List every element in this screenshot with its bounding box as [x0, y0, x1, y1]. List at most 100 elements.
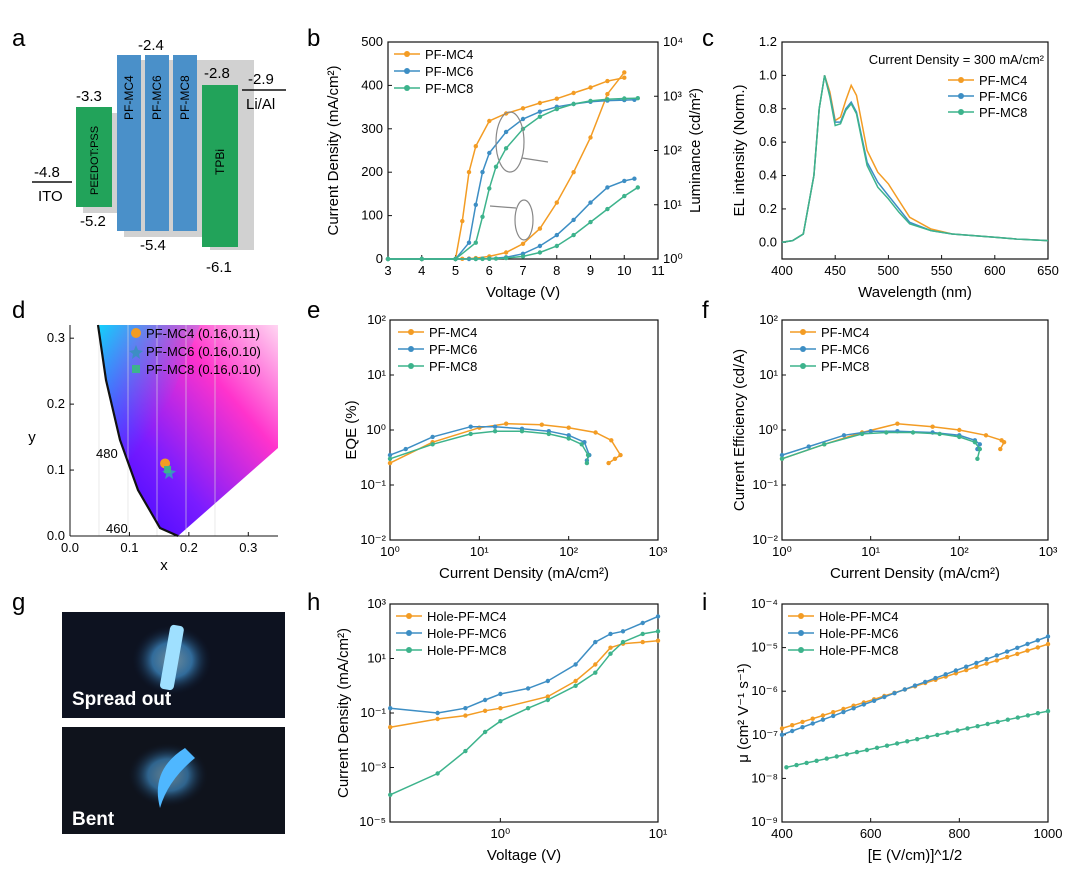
b-series-1-luminance-point-6: [487, 150, 492, 156]
b-ytick-label-5: 500: [361, 34, 383, 49]
lial-label: Li/Al: [246, 96, 275, 113]
d-xtick-label-2: 0.2: [180, 540, 198, 555]
b-series-2-current-point-6: [493, 256, 499, 261]
b-series-0-current-point-11: [571, 170, 576, 175]
h-series-2-point-7: [573, 683, 578, 688]
d-xtick-label-0: 0.0: [61, 540, 79, 555]
f-series-0-point-5: [957, 427, 962, 433]
e-ytick-label--2: 10⁻²: [360, 532, 386, 547]
b-series-1-current-point-14: [622, 178, 627, 184]
photo-spread-strip: [160, 624, 184, 691]
b-series-2-luminance-point-14: [622, 96, 627, 101]
e-series-0-point-5: [566, 425, 571, 430]
b-series-1-current-point-15: [632, 176, 637, 181]
b-series-1-current-point-11: [571, 217, 576, 223]
b-series-1-luminance-point-4: [473, 202, 478, 207]
h-series-1-point-10: [620, 629, 626, 634]
h-series-0: [390, 639, 659, 728]
panel-letter-e: e: [307, 297, 320, 324]
e-series-2-point-2: [468, 431, 473, 437]
b-series-2-current: [388, 186, 639, 260]
photo-spread-label: Spread out: [72, 689, 172, 710]
i-xlabel: [E (V/cm)]^1/2: [868, 847, 963, 864]
b-y2tick-label-4: 10⁴: [663, 34, 683, 49]
c-xlabel: Wavelength (nm): [858, 284, 972, 301]
tpbi-top-label: -2.8: [204, 65, 230, 82]
b-ytick-label-3: 300: [361, 121, 383, 136]
b-annotation-ellipse-cur: [514, 199, 534, 241]
b-series-0-luminance-point-6: [487, 118, 492, 124]
i-xtick-label-0: 400: [771, 826, 793, 841]
e-series-2-point-7: [579, 442, 584, 447]
e-series-2-point-9: [584, 460, 590, 466]
h-legend-label-2: Hole-PF-MC8: [427, 643, 506, 658]
i-xtick-label-2: 800: [948, 826, 970, 841]
i-series-2-point-19: [975, 724, 980, 729]
b-annotation-arrow-cur: [489, 205, 517, 209]
e-series-1-point-1: [403, 446, 408, 452]
f-series-0-point-4: [930, 424, 935, 429]
c-ytick-label-2: 0.4: [759, 168, 777, 183]
b-series-0-current-point-9: [537, 226, 543, 231]
b-y2tick-label-3: 10³: [663, 88, 682, 103]
c-ytick-label-1: 0.2: [759, 201, 777, 216]
i-series-1-point-18: [964, 664, 969, 669]
i-series-1-point-24: [1025, 641, 1030, 647]
h-series-0-point-1: [435, 716, 440, 722]
h-series-1-point-8: [593, 639, 598, 645]
h-series-1-point-5: [525, 686, 531, 691]
f-series-2-point-5: [937, 431, 942, 437]
d-xtick-label-1: 0.1: [120, 540, 138, 555]
h-series-0-point-2: [463, 713, 468, 718]
c-ylabel: EL intensity (Norm.): [731, 85, 748, 217]
i-series-0-point-18: [964, 667, 969, 673]
b-series-2-luminance-point-5: [487, 186, 492, 191]
b-series-2-luminance-point-4: [480, 214, 485, 219]
h-ytick-label--1: 10⁻¹: [360, 705, 386, 720]
i-series-1-point-15: [933, 675, 938, 681]
f-ytick-label-1: 10¹: [759, 367, 778, 382]
h-ytick-label-1: 10¹: [367, 651, 386, 666]
b-legend-marker-2: [404, 85, 410, 91]
b-series-2-current-point-15: [635, 185, 640, 190]
h-ylabel: Current Density (mA/cm²): [335, 628, 352, 798]
i-ytick-label--7: 10⁻⁷: [752, 727, 778, 742]
b-xtick-label-4: 7: [519, 263, 526, 278]
e-ytick-label-1: 10¹: [367, 367, 386, 382]
c-legend-label-0: PF-MC4: [979, 73, 1027, 88]
i-series-1-point-25: [1035, 638, 1041, 643]
i-series-1-point-21: [994, 653, 999, 658]
i-series-1-point-17: [953, 668, 959, 673]
i-series-1-point-10: [882, 694, 887, 700]
i-series-2-point-11: [894, 741, 900, 746]
pf-mc8-block: [173, 55, 197, 231]
i-series-2-point-1: [794, 762, 799, 768]
c-ytick-label-4: 0.8: [759, 101, 777, 116]
e-series-2-point-4: [519, 429, 525, 434]
b-series-1-luminance-point-9: [537, 109, 543, 114]
h-series-2-point-10: [620, 639, 626, 645]
i-series-2-point-26: [1045, 708, 1051, 714]
panel-h-chart: 10⁰ 10¹ 10⁻⁵ 10⁻³ 10⁻¹ 10¹ 10³ Hole-PF-MC4 Hole-…: [335, 596, 668, 864]
e-series-0-point-9: [612, 456, 618, 461]
b-series-1-current-point-12: [588, 200, 593, 205]
b-series-1-luminance-point-7: [503, 129, 509, 135]
h-series-1-point-6: [545, 678, 550, 684]
b-series-0-current-point-12: [588, 135, 593, 140]
b-series-0-current-point-8: [520, 241, 526, 246]
b-series-0-luminance-point-8: [520, 106, 526, 111]
c-ytick-label-5: 1.0: [759, 67, 777, 82]
b-legend-label-1: PF-MC6: [425, 64, 473, 79]
panel-letter-i: i: [702, 589, 707, 616]
h-series-2-point-4: [498, 719, 503, 724]
h-series-2-point-2: [463, 748, 468, 754]
b-series-0-luminance-point-5: [473, 144, 478, 149]
b-series-2-current-point-5: [487, 256, 492, 261]
b-series-2-luminance-point-1: [419, 256, 424, 262]
e-series-1-point-0: [387, 452, 393, 458]
b-series-0-luminance-point-12: [588, 85, 593, 90]
b-series-1-current-point-13: [605, 185, 610, 190]
pf-mc4-block: [117, 55, 141, 231]
d-xtick-label-3: 0.3: [239, 540, 257, 555]
i-series-1-point-12: [902, 687, 907, 692]
